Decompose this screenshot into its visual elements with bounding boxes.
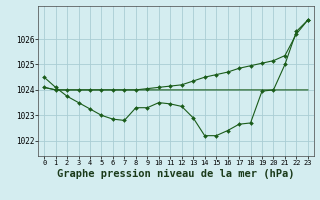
X-axis label: Graphe pression niveau de la mer (hPa): Graphe pression niveau de la mer (hPa): [57, 169, 295, 179]
